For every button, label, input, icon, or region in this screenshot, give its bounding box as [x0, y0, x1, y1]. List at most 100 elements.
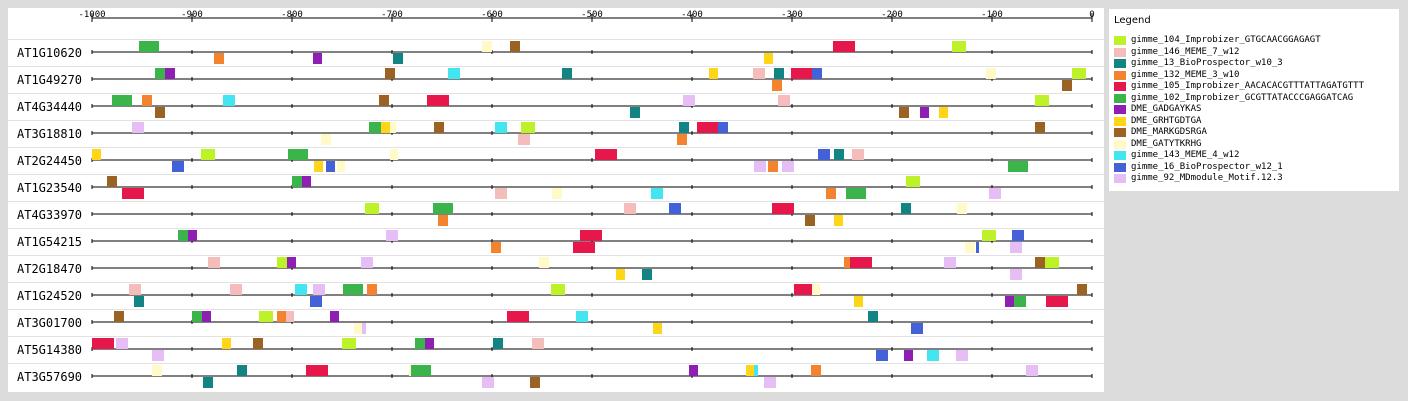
motif-site	[989, 188, 1001, 199]
motif-site	[434, 122, 444, 133]
legend-swatch	[1114, 151, 1126, 160]
motif-site	[495, 188, 507, 199]
motif-site	[295, 284, 307, 295]
legend-swatch	[1114, 36, 1126, 45]
motif-site	[132, 122, 144, 133]
gene-label: AT4G33970	[17, 208, 82, 222]
motif-site	[292, 176, 302, 187]
motif-site	[507, 311, 529, 322]
motif-site	[433, 203, 453, 214]
motif-site	[812, 284, 820, 295]
motif-site	[1035, 122, 1045, 133]
legend-label: DME_MARKGDSRGA	[1131, 127, 1207, 137]
motif-site	[754, 365, 758, 376]
motif-site	[868, 311, 878, 322]
motif-site	[532, 338, 544, 349]
motif-site	[381, 122, 390, 133]
motif-site	[495, 122, 507, 133]
motif-site	[365, 203, 379, 214]
motif-site	[188, 230, 197, 241]
x-tick-label: -600	[481, 10, 503, 20]
x-tick-label: -400	[681, 10, 703, 20]
motif-site	[427, 95, 449, 106]
legend-title: Legend	[1114, 15, 1151, 26]
motif-site	[202, 311, 211, 322]
legend-swatch	[1114, 82, 1126, 91]
motif-site	[438, 215, 448, 226]
motif-site	[573, 242, 595, 253]
motif-site	[448, 68, 460, 79]
motif-site	[393, 53, 403, 64]
gene-label: AT1G54215	[17, 235, 82, 249]
legend-label: gimme_143_MEME_4_w12	[1131, 150, 1240, 160]
motif-site	[482, 377, 494, 388]
motif-site	[768, 161, 778, 172]
motif-site	[222, 338, 231, 349]
motif-site	[287, 257, 296, 268]
gene-label: AT3G57690	[17, 370, 82, 384]
motif-site	[753, 68, 765, 79]
motif-site	[214, 53, 224, 64]
motif-site	[904, 350, 913, 361]
motif-site	[811, 365, 821, 376]
motif-site	[122, 188, 144, 199]
motif-site	[1010, 242, 1022, 253]
motif-site	[1045, 257, 1059, 268]
motif-site	[911, 323, 923, 334]
motif-site	[326, 161, 335, 172]
motif-site	[415, 338, 425, 349]
motif-site	[107, 176, 117, 187]
legend-label: gimme_132_MEME_3_w10	[1131, 69, 1240, 80]
motif-site	[906, 176, 920, 187]
motif-site	[852, 149, 864, 160]
motif-site	[709, 68, 718, 79]
legend-swatch	[1114, 47, 1126, 57]
motif-site	[237, 365, 247, 376]
motif-site	[576, 311, 588, 322]
motif-site	[155, 68, 165, 79]
motif-site	[552, 188, 562, 199]
motif-site	[321, 134, 331, 145]
motif-site	[630, 107, 640, 118]
motif-site	[134, 296, 144, 307]
motif-site	[854, 296, 863, 307]
motif-site	[302, 176, 311, 187]
motif-site	[624, 203, 636, 214]
motif-site	[764, 53, 773, 64]
motif-site	[253, 338, 263, 349]
motif-site	[539, 257, 549, 268]
motif-site	[812, 68, 822, 79]
gene-label: AT1G49270	[17, 73, 82, 87]
motif-site	[379, 95, 389, 106]
motif-site	[1010, 269, 1022, 280]
motif-site	[697, 122, 719, 133]
legend-label: DME_GATYTKRHG	[1131, 138, 1202, 149]
motif-site	[310, 296, 322, 307]
legend-swatch	[1114, 128, 1126, 137]
motif-site	[944, 257, 956, 268]
gene-label: AT3G01700	[17, 316, 82, 330]
motif-site	[192, 311, 202, 322]
motif-site	[956, 350, 968, 361]
motif-site	[361, 257, 373, 268]
legend-swatch	[1114, 162, 1126, 172]
x-tick-label: -300	[781, 10, 803, 20]
motif-site	[1012, 230, 1024, 241]
gene-label: AT4G34440	[17, 100, 82, 114]
motif-site	[844, 257, 852, 268]
motif-site	[152, 350, 164, 361]
motif-site	[834, 215, 843, 226]
motif-site	[1014, 296, 1026, 307]
motif-site	[1035, 257, 1045, 268]
legend-swatch	[1114, 93, 1126, 103]
legend-swatch	[1114, 59, 1126, 68]
motif-site	[314, 161, 323, 172]
motif-site	[651, 188, 663, 199]
motif-site	[551, 284, 565, 295]
motif-site	[982, 230, 996, 241]
motif-site	[850, 257, 872, 268]
motif-site	[754, 161, 766, 172]
motif-site	[277, 311, 287, 322]
legend-swatch	[1114, 105, 1126, 114]
x-tick-label: 0	[1089, 10, 1094, 20]
